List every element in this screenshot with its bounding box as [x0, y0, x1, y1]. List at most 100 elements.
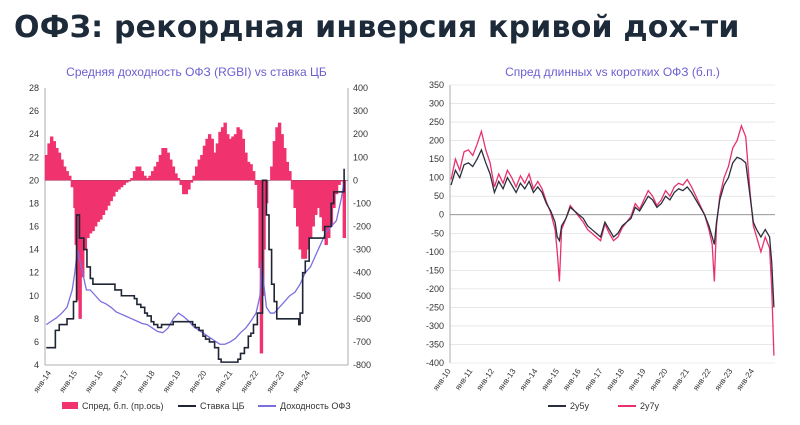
spread-bar — [88, 180, 93, 234]
spread-bar — [132, 171, 137, 181]
spread-bar — [311, 180, 315, 227]
spread-bar — [239, 129, 243, 181]
right-y-tick-label: 100 — [429, 173, 444, 183]
spread-bar — [104, 180, 108, 211]
left-axis-tick-label: 8 — [34, 314, 39, 324]
spread-bar — [171, 166, 176, 181]
spread-bar — [179, 180, 183, 185]
left-chart: Средняя доходность ОФЗ (RGBI) vs ставка … — [29, 65, 371, 411]
spread-bar — [75, 180, 80, 301]
spread-bar — [251, 171, 256, 181]
right-axis-tick-label: 0 — [353, 175, 358, 185]
right-x-tick-label: янв-24 — [735, 367, 757, 393]
spread-bar — [231, 136, 235, 181]
right-axis-tick-label: 200 — [353, 129, 368, 139]
left-axis-tick-label: 6 — [34, 337, 39, 347]
x-axis-tick-label: янв-21 — [213, 369, 235, 395]
left-axis-tick-label: 4 — [34, 360, 39, 370]
right-y-tick-label: -150 — [426, 265, 444, 275]
left-axis-tick-label: 24 — [29, 129, 39, 139]
right-x-tick-label: янв-16 — [561, 367, 583, 393]
right-axis-tick-label: -700 — [353, 337, 371, 347]
spread-bar — [233, 134, 238, 181]
spread-bar — [78, 180, 82, 319]
legend-key-rate-label: Ставка ЦБ — [200, 401, 245, 411]
x-axis-tick-label: янв-20 — [187, 369, 209, 395]
spread-bar — [125, 180, 129, 183]
left-axis-tick-label: 14 — [29, 245, 39, 255]
legend-2y7y-label: 2y7y — [640, 401, 660, 411]
right-axis-tick-label: 400 — [353, 83, 368, 93]
spread-bar — [130, 178, 134, 181]
left-axis-tick-label: 16 — [29, 222, 39, 232]
left-axis-tick-label: 26 — [29, 106, 39, 116]
spread-bar — [220, 127, 225, 181]
right-x-tick-label: янв-15 — [540, 367, 562, 393]
right-x-tick-label: янв-14 — [518, 367, 540, 393]
left-axis-tick-label: 20 — [29, 175, 39, 185]
right-axis-tick-label: -600 — [353, 314, 371, 324]
right-x-tick-label: янв-23 — [713, 367, 735, 393]
right-y-tick-label: 250 — [429, 117, 444, 127]
spread-bar — [99, 180, 103, 220]
left-axis-tick-label: 12 — [29, 268, 39, 278]
spread-bar — [145, 178, 150, 181]
spread-bar — [213, 152, 217, 181]
right-y-tick-label: -100 — [426, 247, 444, 257]
right-x-tick-label: янв-10 — [431, 367, 453, 393]
right-x-tick-label: янв-18 — [605, 367, 627, 393]
spread-bar — [96, 180, 100, 222]
x-axis-tick-label: янв-23 — [265, 369, 287, 395]
spread-bar — [106, 180, 111, 206]
right-y-tick-label: 200 — [429, 136, 444, 146]
spread-bar — [290, 180, 295, 190]
spread-bar — [119, 180, 124, 188]
spread-bar — [176, 178, 181, 181]
spread-bar — [306, 180, 310, 250]
spread-bar — [189, 180, 194, 183]
right-x-tick-label: янв-12 — [475, 367, 497, 393]
spread-bar — [156, 161, 160, 181]
right-x-tick-label: янв-21 — [670, 367, 692, 393]
spread-bar — [200, 154, 204, 181]
spread-bar — [197, 159, 201, 181]
spread-bar — [148, 175, 152, 181]
right-x-tick-label: янв-17 — [583, 367, 605, 393]
spread-bar — [166, 152, 170, 181]
spread-bar — [254, 180, 258, 185]
spread-bar — [55, 148, 59, 181]
right-y-tick-label: 350 — [429, 80, 444, 90]
right-chart-title: Спред длинных vs коротких ОФЗ (б.п.) — [505, 65, 720, 79]
legend-yield-label: Доходность ОФЗ — [280, 401, 351, 411]
yield-line — [45, 180, 345, 345]
spread-bar — [277, 122, 282, 181]
spread-bar — [163, 148, 168, 181]
left-chart-title: Средняя доходность ОФЗ (RGBI) vs ставка … — [66, 65, 327, 79]
spread-bar — [127, 180, 132, 182]
right-x-tick-label: янв-13 — [496, 367, 518, 393]
spread-bar — [60, 159, 64, 181]
spread-bar — [192, 175, 196, 181]
spread-bar — [86, 180, 90, 239]
spread-bar — [272, 141, 277, 181]
spread-bar — [288, 171, 292, 181]
spread-bar — [319, 180, 323, 218]
spread-bar — [249, 164, 253, 181]
spread-bar — [316, 180, 321, 209]
spread-bar — [321, 180, 326, 232]
legend-spread-swatch — [62, 402, 78, 409]
right-axis-tick-label: 300 — [353, 106, 368, 116]
right-y-tick-label: -350 — [426, 339, 444, 349]
spread-bar — [210, 138, 214, 181]
spread-bar — [182, 180, 186, 195]
spread-bar — [135, 166, 139, 181]
spread-bar — [324, 180, 328, 245]
spread-bar — [112, 180, 116, 197]
spread-bar — [270, 166, 274, 181]
right-y-tick-label: -200 — [426, 284, 444, 294]
spread-bar — [44, 154, 49, 181]
right-y-tick-label: -300 — [426, 321, 444, 331]
spread-bar — [161, 148, 165, 181]
legend-2y5y-label: 2y5y — [570, 401, 590, 411]
